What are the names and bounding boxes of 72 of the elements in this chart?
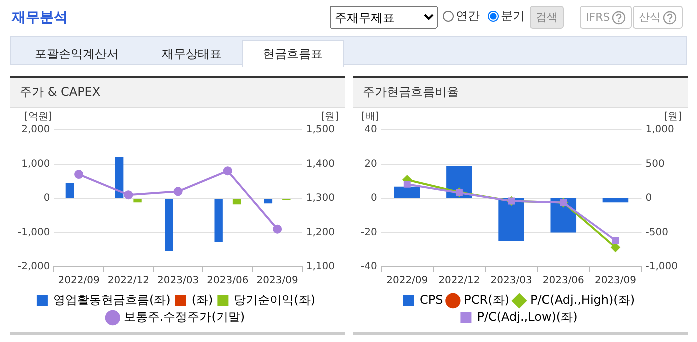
bar (66, 183, 74, 198)
chart-title: 주가현금흐름비율 (353, 76, 688, 108)
text: 재무상태표 (161, 46, 223, 62)
point (124, 190, 134, 200)
bar (602, 198, 629, 203)
x-tick-label: 2023/06 (207, 276, 249, 287)
y-tick-label: -2,000 (18, 262, 50, 273)
legend-label: P/C(Adj.,High)(좌) (530, 293, 636, 308)
bar (264, 199, 273, 204)
x-tick-label: 2022/09 (58, 276, 100, 287)
bar (394, 186, 420, 198)
legend-label: P/C(Adj.,Low)(좌) (477, 310, 578, 324)
legend-label: 당기순이익(좌) (234, 293, 316, 308)
x-tick-label: 2022/12 (108, 276, 150, 287)
y-axis-title: [억원] (24, 112, 52, 123)
x-tick-label: 2023/03 (158, 276, 200, 287)
legend-label: 보통주.수정주가(기말) (124, 310, 246, 324)
bar (165, 199, 174, 252)
y-tick-label: 20 (364, 158, 378, 170)
point (273, 224, 282, 234)
legend-label: (좌) (192, 293, 214, 308)
y2-tick-label: 0 (646, 193, 652, 204)
text: 현금흐름표 (242, 40, 344, 67)
point (404, 180, 411, 188)
point (611, 243, 620, 252)
bar (115, 157, 124, 198)
y2-axis-title: [원] (664, 112, 682, 123)
y2-tick-label: 1,300 (306, 193, 336, 204)
legend-label: CPS (420, 293, 444, 308)
y2-tick-label: -500 (646, 227, 668, 238)
y-tick-label: 2,000 (22, 124, 50, 136)
y-tick-label: 1,000 (22, 158, 50, 170)
y-tick-label: 0 (370, 193, 378, 204)
text: IFRS (586, 11, 610, 24)
y-tick-label: -20 (360, 227, 378, 238)
point (174, 187, 183, 196)
y-tick-label: 0 (44, 193, 50, 204)
bar (214, 199, 223, 242)
text: 분기 (501, 8, 525, 25)
x-tick-label: 2022/12 (438, 276, 480, 287)
point (223, 166, 232, 176)
text: 재무분석 (12, 9, 68, 27)
x-tick-label: 2023/03 (490, 276, 532, 287)
text: 산식 (639, 10, 661, 25)
x-tick-label: 2023/09 (256, 276, 298, 287)
bar (498, 198, 524, 241)
y-tick-label: -40 (360, 262, 378, 273)
y2-tick-label: 1,100 (306, 262, 336, 273)
text: 연간 (456, 8, 480, 25)
y2-tick-label: 1,500 (306, 124, 336, 136)
bar (232, 199, 242, 205)
chart-title: 주가 & CAPEX (10, 76, 345, 108)
y-tick-label: 40 (364, 124, 378, 136)
x-tick-label: 2023/06 (542, 276, 584, 287)
x-tick-label: 2023/09 (594, 276, 636, 287)
point (74, 170, 84, 180)
y2-tick-label: 1,400 (306, 158, 336, 170)
y2-tick-label: 500 (646, 158, 665, 170)
y2-tick-label: 1,200 (306, 227, 336, 238)
y-axis-title: [배] (362, 112, 380, 123)
text: 주재무제표 (330, 6, 438, 29)
x-tick-label: 2022/09 (386, 276, 428, 287)
y2-tick-label: 1,000 (646, 124, 674, 136)
y-tick-label: -1,000 (18, 227, 50, 238)
text: 포괄손익계산서 (34, 46, 120, 62)
point (612, 237, 620, 244)
y2-tick-label: -1,000 (646, 262, 678, 273)
bar (134, 199, 142, 203)
legend-label: 영업활동현금흐름(좌) (53, 293, 171, 308)
text: 검색 (536, 10, 558, 25)
legend-label: PCR(좌) (464, 293, 510, 308)
y2-axis-title: [원] (321, 112, 340, 123)
